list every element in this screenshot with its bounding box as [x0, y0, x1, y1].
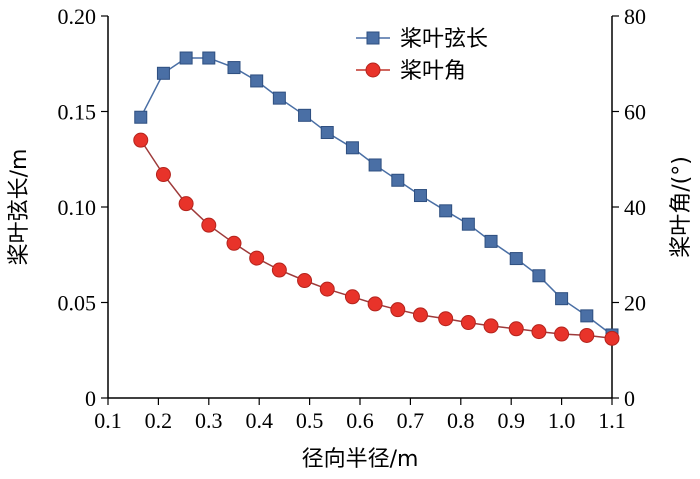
x-tick-label: 1.0 [548, 408, 576, 433]
angle-point [531, 324, 547, 340]
angle-point [178, 196, 194, 212]
angle-point [460, 315, 476, 331]
legend-item-angle: 桨叶角 [356, 59, 466, 84]
chord-point [413, 189, 427, 203]
legend-chord-label: 桨叶弦长 [400, 27, 488, 52]
x-tick-label: 0.6 [346, 408, 374, 433]
angle-point [579, 327, 595, 343]
angle-point [438, 311, 454, 327]
y-left-tick-label: 0.05 [58, 291, 97, 316]
chord-point [272, 91, 286, 105]
y-left-tick-label: 0.15 [58, 100, 97, 125]
angle-point [133, 132, 149, 148]
y-right-tick-label: 20 [624, 291, 646, 316]
series-line-0 [140, 57, 613, 336]
chord-point [156, 66, 170, 80]
x-tick-label: 1.1 [598, 408, 626, 433]
chord-point [179, 51, 193, 65]
angle-point [344, 289, 360, 305]
angle-point [508, 321, 524, 337]
angle-point [271, 262, 287, 278]
y-right-axis-ticks: 0 20 40 60 80 [612, 4, 646, 411]
y-right-tick-label: 60 [624, 100, 646, 125]
angle-point [297, 273, 313, 289]
x-tick-label: 0.7 [397, 408, 425, 433]
chord-point [227, 61, 241, 75]
angle-point [319, 281, 335, 297]
y-right-axis-title: 桨叶角/(°) [669, 156, 694, 258]
x-tick-label: 0.3 [195, 408, 223, 433]
chord-point [439, 204, 453, 218]
chord-point [250, 74, 264, 88]
chord-point [298, 108, 312, 122]
y-right-tick-label: 80 [624, 4, 646, 29]
x-tick-label: 0.1 [94, 408, 122, 433]
x-tick-label: 0.4 [245, 408, 273, 433]
angle-point [226, 235, 242, 251]
y-left-axis-title: 桨叶弦长/m [7, 149, 32, 266]
chord-point [391, 173, 405, 187]
legend-angle-marker [365, 62, 381, 78]
x-tick-label: 0.2 [145, 408, 173, 433]
angle-point [483, 318, 499, 334]
chord-point [202, 51, 216, 65]
chord-point [555, 292, 569, 306]
chord-point [580, 309, 594, 323]
chord-point [532, 269, 546, 283]
x-tick-label: 0.9 [497, 408, 525, 433]
x-axis-ticks: 0.1 0.2 0.3 0.4 0.5 0.6 0.7 0.8 0.9 1.0 1.1 [94, 398, 626, 433]
angle-point [554, 326, 570, 342]
chord-point [320, 126, 334, 140]
y-right-tick-label: 0 [624, 386, 635, 411]
legend: 桨叶弦长 桨叶角 [356, 27, 488, 84]
chord-point [134, 110, 148, 124]
legend-item-chord: 桨叶弦长 [356, 27, 488, 52]
chord-point [509, 252, 523, 266]
chord-point [484, 234, 498, 248]
angle-point [604, 330, 620, 346]
y-right-tick-label: 40 [624, 195, 646, 220]
angle-point [412, 307, 428, 323]
series-layer [133, 51, 620, 346]
x-tick-label: 0.5 [296, 408, 324, 433]
chord-point [368, 158, 382, 172]
angle-point [155, 167, 171, 183]
y-left-tick-label: 0 [85, 386, 96, 411]
angle-point [201, 217, 217, 233]
y-left-tick-label: 0.10 [58, 195, 97, 220]
angle-point [249, 250, 265, 266]
legend-chord-marker [366, 31, 380, 45]
y-left-tick-label: 0.20 [58, 4, 97, 29]
angle-point [390, 302, 406, 318]
chord-point [461, 217, 475, 231]
x-axis-title: 径向半径/m [302, 447, 419, 472]
chord-point [345, 141, 359, 155]
legend-angle-label: 桨叶角 [400, 59, 466, 84]
x-tick-label: 0.8 [447, 408, 475, 433]
angle-point [367, 296, 383, 312]
y-left-axis-ticks: 0 0.05 0.10 0.15 0.20 [58, 4, 108, 411]
